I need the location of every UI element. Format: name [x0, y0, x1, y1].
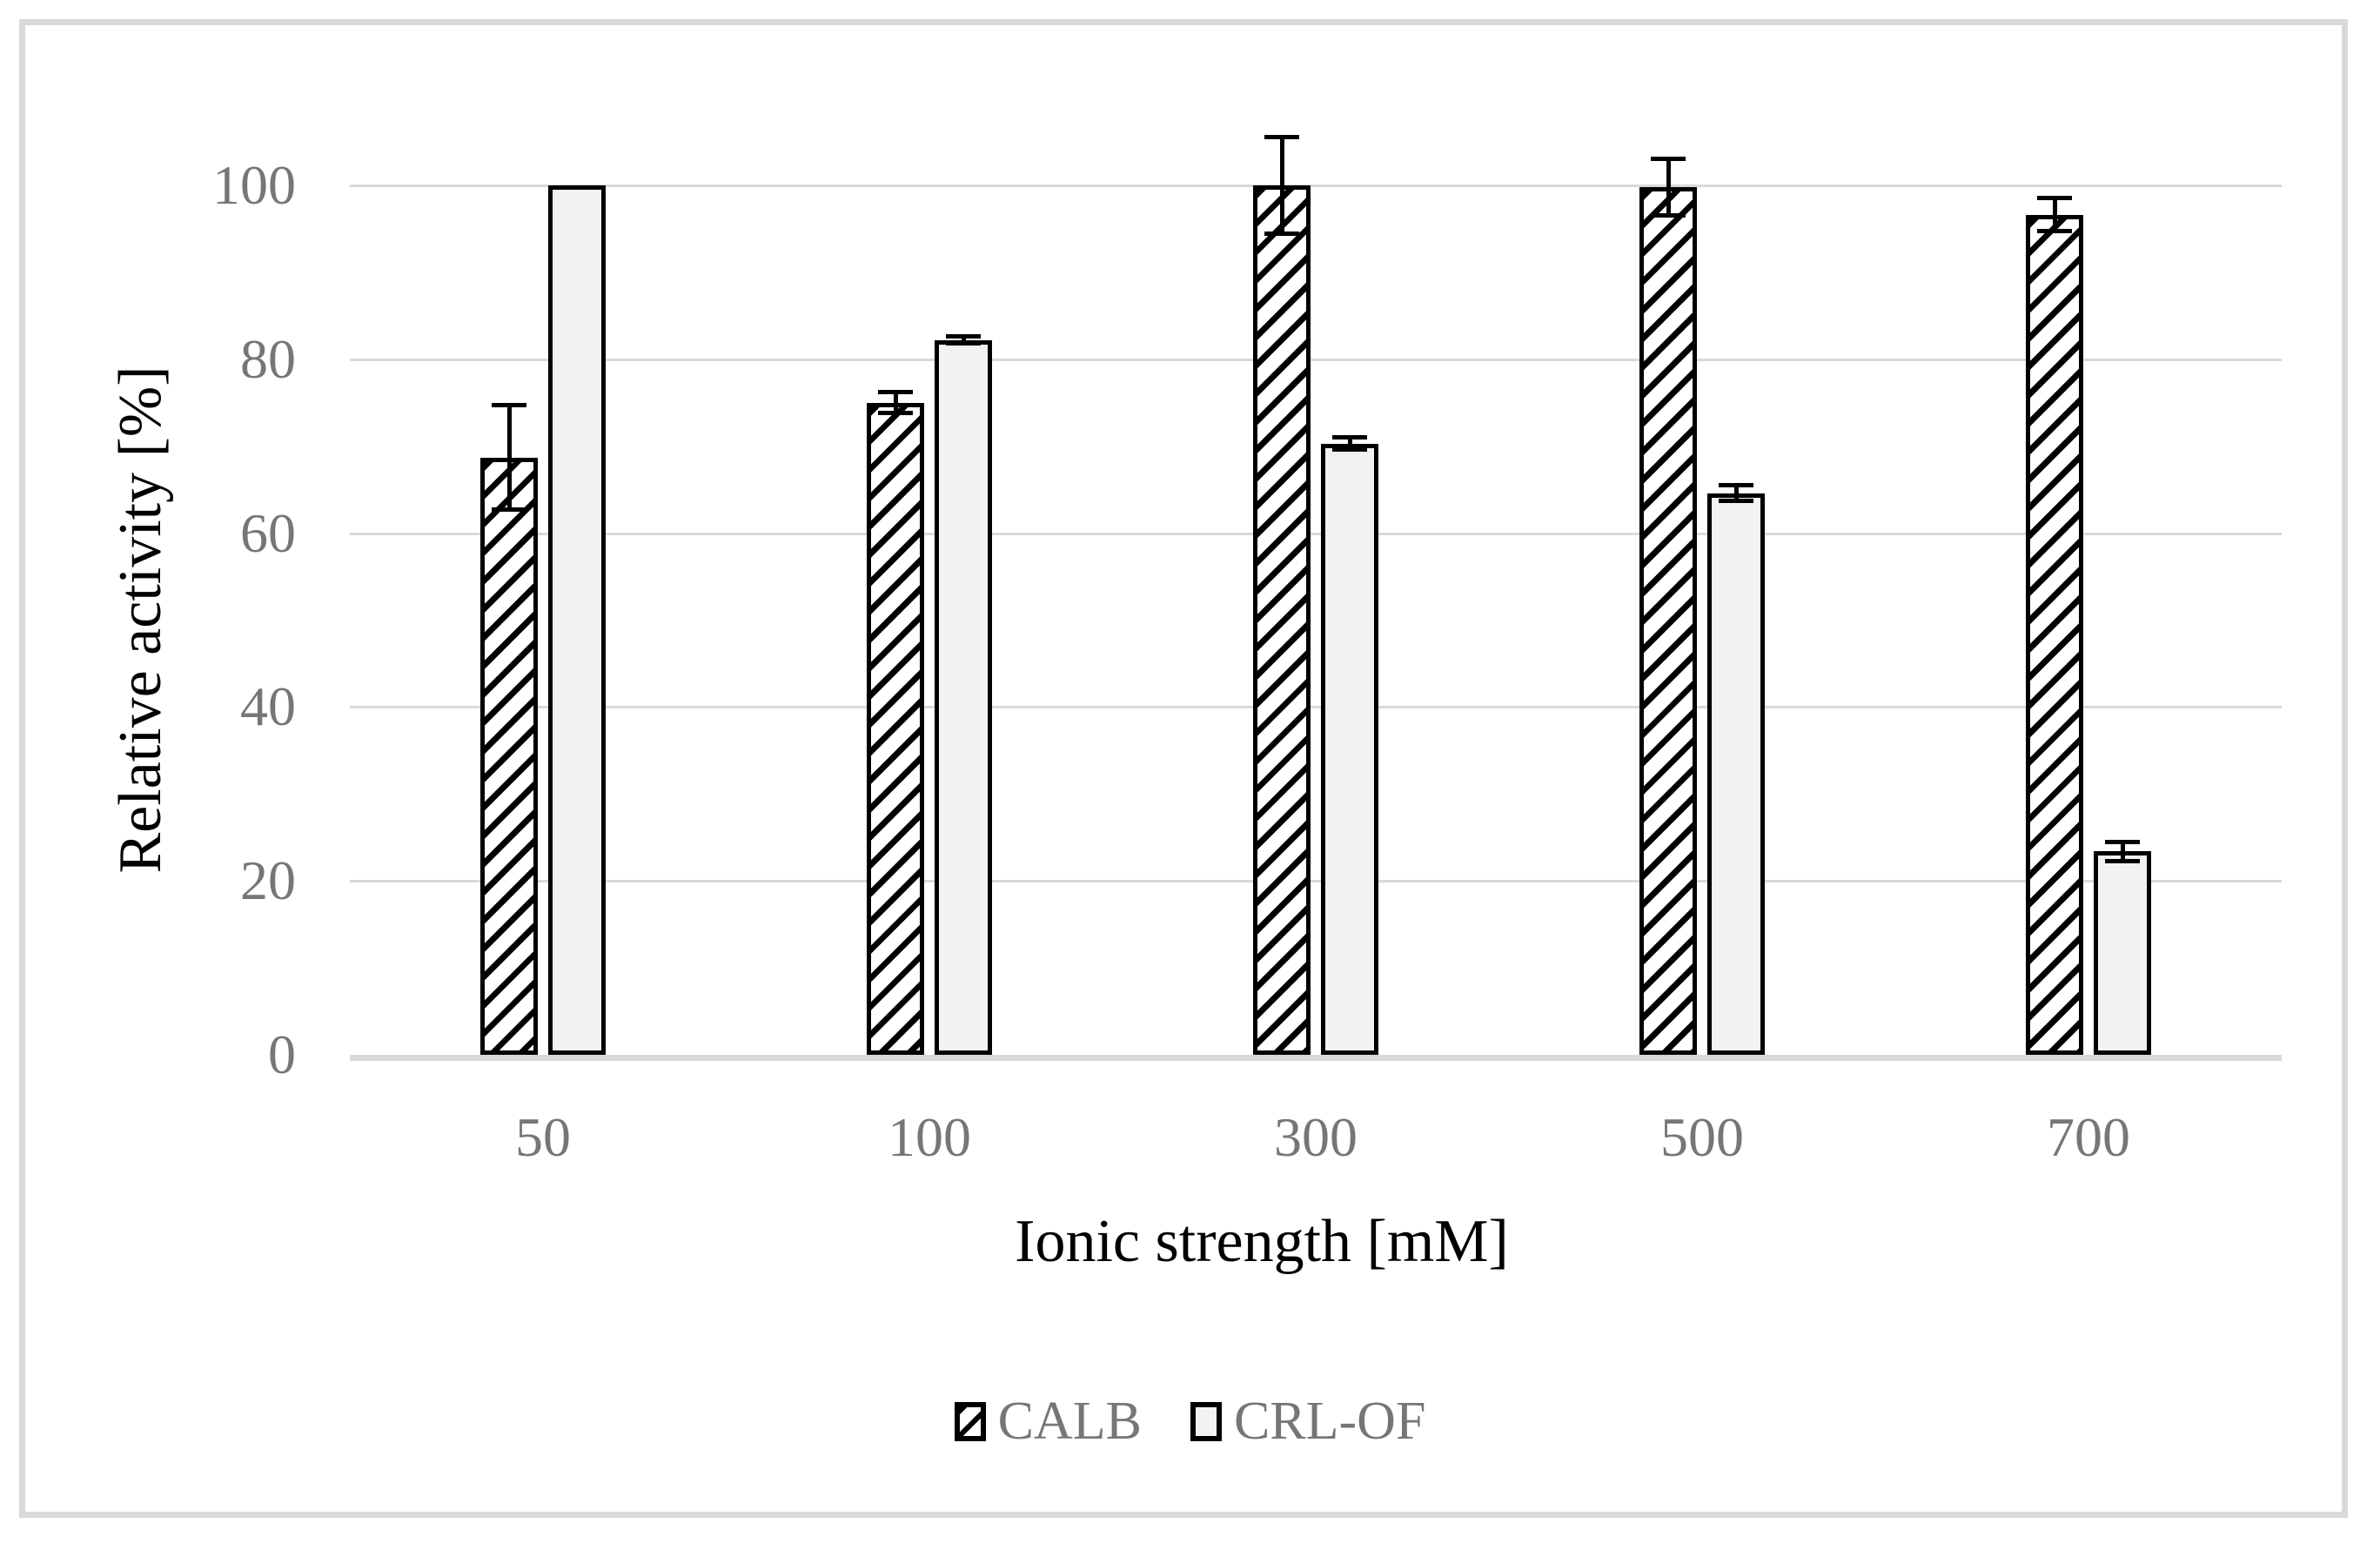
y-tick-label-80: 80 [240, 327, 296, 390]
bar-calb-700 [2026, 214, 2083, 1055]
x-tick-label-50: 50 [515, 1106, 571, 1168]
legend-label-crl-of: CRL-OF [1233, 1392, 1426, 1451]
legend-item-crl-of: CRL-OF [1190, 1394, 1425, 1448]
error-bar-line-calb-100 [893, 392, 898, 413]
y-axis-title: Relative activity [%] [107, 366, 174, 874]
error-bar-cap-bottom-calb-500 [1651, 213, 1686, 218]
error-bar-cap-top-calb-700 [2037, 196, 2072, 201]
gridline-y-20 [350, 880, 2282, 883]
error-bar-cap-bottom-calb-50 [492, 507, 526, 513]
y-tick-label-0: 0 [268, 1023, 296, 1085]
error-bar-cap-top-calb-100 [878, 390, 913, 395]
gridline-y-80 [350, 358, 2282, 361]
y-tick-label-60: 60 [240, 501, 296, 564]
gridline-y-40 [350, 706, 2282, 709]
error-bar-cap-top-calb-50 [492, 403, 526, 408]
legend-item-calb: CALB [954, 1392, 1142, 1451]
bar-calb-300 [1253, 185, 1311, 1055]
error-bar-cap-bottom-calb-100 [878, 411, 913, 416]
error-bar-line-crl-of-500 [1733, 485, 1739, 501]
bar-crl-of-500 [1707, 493, 1765, 1055]
error-bar-line-crl-of-300 [1347, 437, 1352, 450]
crl-of-solid-swatch-icon [1190, 1401, 1222, 1441]
error-bar-line-calb-700 [2052, 198, 2057, 231]
legend-label-calb: CALB [997, 1392, 1142, 1451]
gridline-y-100 [350, 185, 2282, 187]
error-bar-cap-bottom-crl-of-100 [946, 341, 981, 346]
error-bar-cap-top-crl-of-300 [1332, 435, 1367, 440]
error-bar-cap-top-calb-500 [1651, 156, 1686, 161]
error-bar-cap-bottom-calb-700 [2037, 229, 2072, 234]
x-axis-title: Ionic strength [mM] [1015, 1208, 1509, 1275]
legend: CALB CRL-OF [0, 1394, 2380, 1448]
error-bar-cap-top-crl-of-700 [2105, 839, 2140, 844]
error-bar-line-crl-of-100 [961, 336, 966, 344]
x-tick-label-700: 700 [2047, 1106, 2130, 1168]
x-tick-label-500: 500 [1660, 1106, 1744, 1168]
error-bar-cap-bottom-calb-300 [1264, 231, 1299, 237]
error-bar-cap-bottom-crl-of-700 [2105, 858, 2140, 863]
bar-crl-of-100 [935, 339, 992, 1055]
error-bar-cap-top-calb-300 [1264, 134, 1299, 139]
x-axis-line [350, 1055, 2282, 1061]
error-bar-cap-bottom-crl-of-300 [1332, 447, 1367, 453]
y-tick-label-100: 100 [212, 154, 296, 216]
error-bar-cap-top-crl-of-100 [946, 334, 981, 339]
error-bar-cap-bottom-crl-of-500 [1719, 499, 1753, 504]
bar-calb-50 [480, 457, 538, 1055]
bar-crl-of-300 [1321, 443, 1378, 1055]
bar-crl-of-700 [2094, 851, 2151, 1055]
error-bar-line-calb-500 [1666, 158, 1671, 216]
error-bar-line-crl-of-700 [2120, 842, 2125, 862]
y-tick-label-40: 40 [240, 675, 296, 738]
calb-hatched-swatch-icon [954, 1401, 986, 1441]
x-tick-label-100: 100 [888, 1106, 971, 1168]
bar-calb-500 [1639, 186, 1697, 1055]
x-tick-label-300: 300 [1274, 1106, 1358, 1168]
error-bar-cap-top-crl-of-500 [1719, 483, 1753, 488]
error-bar-line-calb-50 [506, 405, 512, 510]
y-tick-label-20: 20 [240, 849, 296, 912]
bar-crl-of-50 [548, 185, 606, 1055]
bar-calb-100 [867, 402, 924, 1055]
error-bar-line-calb-300 [1279, 137, 1284, 234]
gridline-y-60 [350, 532, 2282, 535]
figure-border-frame [19, 19, 2348, 1518]
